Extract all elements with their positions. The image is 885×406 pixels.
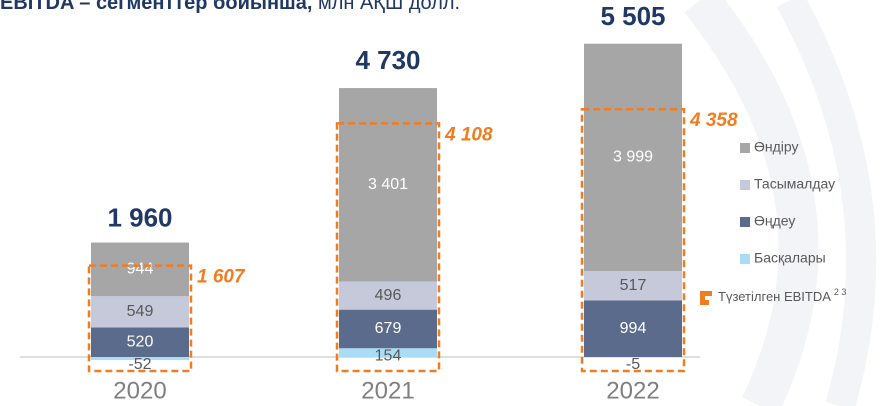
decor-arc	[776, 0, 877, 406]
decor-arc	[684, 0, 819, 406]
segment-label: 154	[375, 347, 402, 364]
segment-label: 3 999	[613, 149, 653, 166]
legend-name: Түзетілген EBITDA	[718, 289, 831, 304]
title-main: EBITDA – сегменттер бойынша,	[0, 0, 312, 14]
legend-label: Түзетілген EBITDA 2 3	[718, 287, 846, 304]
legend-footnotes: 2 3	[834, 287, 847, 297]
bar-segment	[584, 43, 682, 272]
bar-segment	[584, 271, 682, 301]
x-tick-label: 2021	[361, 377, 414, 404]
bar-segment	[91, 357, 189, 360]
x-tick-label: 2020	[113, 377, 166, 404]
segment-label: 944	[127, 261, 154, 278]
bar-segment	[339, 348, 437, 357]
bar-segment	[339, 281, 437, 310]
segment-label: 994	[620, 320, 647, 337]
total-label: 4 730	[355, 45, 420, 75]
bar-segment	[91, 327, 189, 357]
segment-label: -5	[626, 356, 640, 373]
bar-segment	[339, 309, 437, 349]
segment-label: 517	[620, 277, 647, 294]
x-tick-label: 2022	[606, 377, 659, 404]
adjusted-label: 4 358	[689, 110, 738, 131]
bar-segment	[584, 300, 682, 357]
legend-label: Өндіру	[754, 139, 799, 155]
legend-icon	[700, 291, 712, 305]
legend-swatch	[740, 254, 750, 264]
chart-title: EBITDA – сегменттер бойынша, млн АҚШ дол…	[0, 0, 460, 14]
segment-label: 496	[375, 287, 402, 304]
adjusted-label: 4 108	[444, 124, 493, 145]
bar-segment	[91, 242, 189, 297]
legend-label: Тасымалдау	[754, 176, 835, 192]
segment-label: 520	[127, 333, 154, 350]
segment-label: 679	[375, 320, 402, 337]
segment-label: 549	[127, 303, 154, 320]
legend-label: Өңдеу	[754, 213, 795, 229]
bar-segment	[339, 88, 437, 282]
adjusted-box	[335, 122, 441, 373]
bar-segment	[91, 296, 189, 328]
legend-swatch	[740, 143, 750, 153]
legend-swatch	[740, 217, 750, 227]
total-label: 1 960	[107, 202, 172, 232]
legend-label: Басқалары	[754, 250, 826, 266]
adjusted-label: 1 607	[197, 267, 246, 288]
total-label: 5 505	[600, 1, 665, 31]
segment-label: -52	[128, 356, 151, 373]
title-unit: млн АҚШ долл.	[318, 0, 460, 14]
adjusted-box	[87, 264, 193, 373]
legend-swatch	[740, 180, 750, 190]
adjusted-box	[580, 107, 686, 373]
segment-label: 3 401	[368, 176, 408, 193]
